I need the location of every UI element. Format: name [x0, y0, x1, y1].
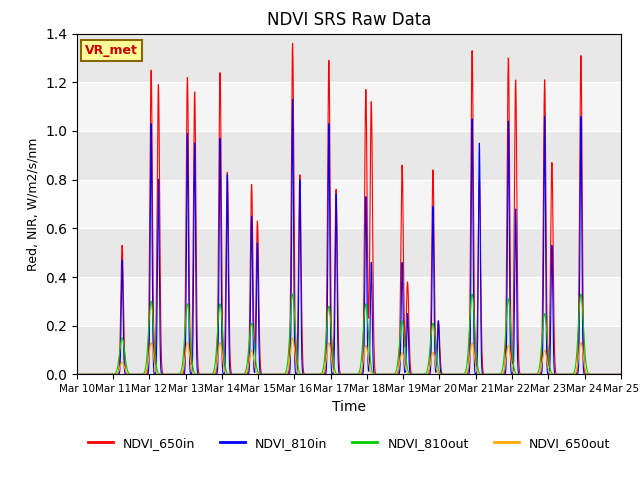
NDVI_650out — [506, 344, 513, 350]
NDVI_810out — [395, 349, 403, 355]
NDVI_810out — [73, 372, 81, 377]
NDVI_650in — [270, 372, 278, 377]
NDVI_650out — [476, 372, 484, 377]
NDVI_650in — [506, 115, 513, 121]
NDVI_650in — [100, 372, 108, 377]
NDVI_650out — [395, 365, 403, 371]
Bar — [77, 82, 621, 131]
NDVI_810in — [100, 372, 108, 377]
NDVI_810in — [617, 372, 625, 377]
NDVI_650in — [289, 40, 296, 46]
Line: NDVI_810out: NDVI_810out — [77, 294, 621, 374]
NDVI_810out — [419, 372, 426, 377]
NDVI_650out — [617, 372, 625, 377]
Line: NDVI_810in: NDVI_810in — [77, 99, 621, 374]
NDVI_810out — [270, 372, 278, 377]
Bar — [77, 277, 621, 326]
Legend: NDVI_650in, NDVI_810in, NDVI_810out, NDVI_650out: NDVI_650in, NDVI_810in, NDVI_810out, NDV… — [83, 432, 615, 455]
NDVI_650in — [395, 365, 403, 371]
NDVI_650out — [100, 372, 108, 377]
NDVI_810out — [100, 372, 108, 377]
Line: NDVI_650in: NDVI_650in — [77, 43, 621, 374]
Title: NDVI SRS Raw Data: NDVI SRS Raw Data — [267, 11, 431, 29]
NDVI_810in — [419, 372, 426, 377]
NDVI_650out — [289, 335, 296, 341]
NDVI_810out — [506, 300, 513, 306]
Line: NDVI_650out: NDVI_650out — [77, 338, 621, 374]
NDVI_810out — [617, 372, 625, 377]
NDVI_810in — [270, 372, 278, 377]
NDVI_810out — [476, 371, 484, 377]
Text: VR_met: VR_met — [85, 44, 138, 57]
NDVI_650in — [617, 372, 625, 377]
NDVI_650out — [73, 372, 81, 377]
Bar — [77, 131, 621, 180]
NDVI_650in — [419, 372, 426, 377]
NDVI_810out — [289, 291, 296, 297]
NDVI_810in — [73, 372, 81, 377]
NDVI_810in — [289, 96, 296, 102]
NDVI_810in — [506, 204, 513, 210]
NDVI_650out — [270, 372, 278, 377]
NDVI_810in — [476, 215, 484, 220]
NDVI_650in — [73, 372, 81, 377]
Bar — [77, 34, 621, 82]
Bar — [77, 228, 621, 277]
NDVI_650out — [419, 372, 426, 377]
NDVI_810in — [395, 372, 403, 377]
X-axis label: Time: Time — [332, 400, 366, 414]
NDVI_650in — [476, 212, 484, 217]
Y-axis label: Red, NIR, W/m2/s/nm: Red, NIR, W/m2/s/nm — [26, 137, 40, 271]
Bar — [77, 326, 621, 374]
Bar — [77, 180, 621, 228]
